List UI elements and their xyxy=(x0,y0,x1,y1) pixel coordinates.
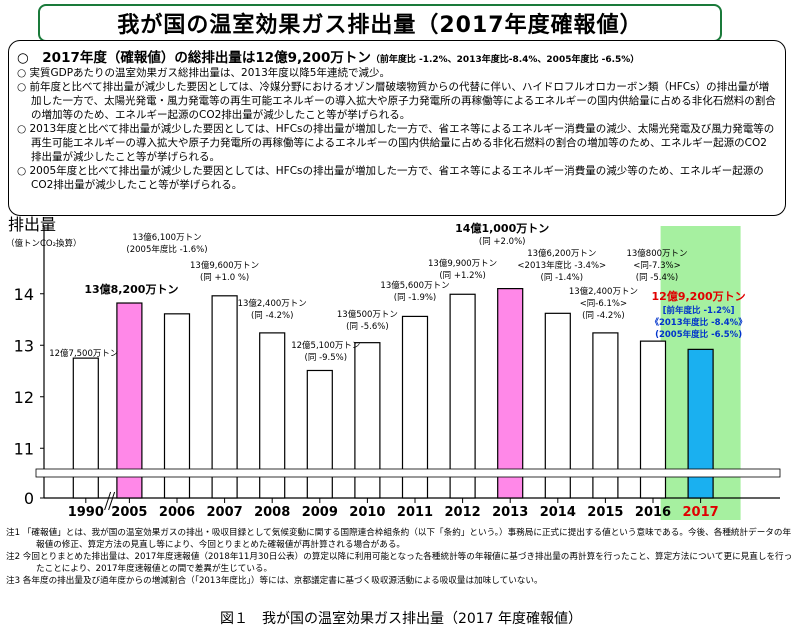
data-label: 《2013年度比 -8.4%》 xyxy=(650,317,746,328)
summary-bullet: ○ 2005年度と比べて排出量が減少した要因としては、HFCsの排出量が増加した… xyxy=(17,165,764,191)
summary-box: ○ 2017年度（確報値）の総排出量は12億9,200万トン（前年度比 -1.2… xyxy=(8,40,786,216)
data-label: 13億2,400万トン xyxy=(569,286,638,297)
y-axis-title: 排出量 xyxy=(8,216,56,234)
data-label: 13億8,200万トン xyxy=(84,282,178,296)
y-tick-label: 12 xyxy=(14,388,34,407)
y-axis-unit: （億トンCO₂換算） xyxy=(6,238,82,249)
data-label: 13億5,600万トン xyxy=(380,280,449,291)
data-label: (同 -9.5%) xyxy=(305,353,348,363)
data-label: 13億6,200万トン xyxy=(527,248,596,259)
data-label: (同 -5.6%) xyxy=(346,322,389,332)
y-tick-label: 13 xyxy=(14,336,34,355)
data-label: 12億7,500万トン xyxy=(49,348,118,359)
data-label: <同-6.1%> xyxy=(580,299,627,309)
data-label: 13億800万トン xyxy=(626,248,687,259)
data-label: 14億1,000万トン xyxy=(455,221,549,235)
data-label: (同 +2.0%) xyxy=(479,237,526,247)
x-tick-label: 2013 xyxy=(492,505,528,520)
page-title: 我が国の温室効果ガス排出量（2017年度確報値） xyxy=(117,13,643,38)
data-label: 12億5,100万トン xyxy=(291,340,360,351)
data-label: 13億500万トン xyxy=(337,309,398,320)
data-label: [前年度比 -1.2%] xyxy=(663,305,735,316)
bar-2011 xyxy=(401,315,429,499)
bar-2014 xyxy=(544,312,571,499)
data-label: 13億6,100万トン xyxy=(132,232,201,243)
y-tick-label: 14 xyxy=(14,285,34,304)
data-label: (2005年度比 -6.5%) xyxy=(655,329,742,340)
axis-break xyxy=(35,468,781,478)
x-tick-label: 2011 xyxy=(397,505,433,520)
note-2: 注2 今回とりまとめた排出量は、2017年度速報値（2018年11月30日公表）… xyxy=(6,552,793,574)
x-tick-label: 2012 xyxy=(445,505,481,520)
bar-2013 xyxy=(497,287,524,499)
bar-2009 xyxy=(306,369,333,499)
x-tick-label: 2009 xyxy=(302,505,338,520)
data-label: (同 +1.2%) xyxy=(439,271,486,281)
x-tick-label: 2006 xyxy=(159,505,195,520)
notes: 注1 「確報値」とは、我が国の温室効果ガスの排出・吸収目録として気候変動に関する… xyxy=(6,527,796,587)
data-label: (同 -4.2%) xyxy=(582,311,625,321)
data-label: (同 -1.9%) xyxy=(394,293,437,303)
data-label: <同-7.3%> xyxy=(633,261,680,271)
x-tick-label: 2016 xyxy=(635,505,671,520)
summary-bullet: ○ 前年度と比べて排出量が減少した要因としては、冷媒分野におけるオゾン層破壊物質… xyxy=(17,81,776,121)
data-label: (2005年度比 -1.6%) xyxy=(126,244,207,255)
x-tick-label: 2015 xyxy=(587,505,623,520)
data-label: (同 -5.4%) xyxy=(636,273,679,283)
x-tick-label: 2008 xyxy=(254,505,290,520)
data-label: (同 +1.0 %) xyxy=(200,273,249,283)
data-label: <2013年度比 -3.4%> xyxy=(517,260,606,271)
data-label: 12億9,200万トン xyxy=(652,289,746,303)
summary-bullet: ○ 実質GDPあたりの温室効果ガス総排出量は、2013年度以降5年連続で減少。 xyxy=(17,67,390,79)
data-label: 13億9,900万トン xyxy=(428,258,497,269)
emissions-chart: 11 12 13 14 0 排出量 （億トンCO₂換算） 1990 2005 2006 2007 20… xyxy=(6,216,781,520)
summary-headline: ○ 2017年度（確報値）の総排出量は12億9,200万トン（前年度比 -1.2… xyxy=(17,46,777,66)
x-tick-label: 2005 xyxy=(111,505,147,520)
data-label: 13億2,400万トン xyxy=(238,298,307,309)
bar-2012 xyxy=(449,293,476,499)
data-label: 13億9,600万トン xyxy=(190,260,259,271)
data-label: (同 -4.2%) xyxy=(251,311,294,321)
x-tick-label: 2010 xyxy=(349,505,385,520)
note-1: 注1 「確報値」とは、我が国の温室効果ガスの排出・吸収目録として気候変動に関する… xyxy=(6,528,792,550)
title-box: 我が国の温室効果ガス排出量（2017年度確報値） xyxy=(38,4,722,42)
y-tick-label: 11 xyxy=(14,439,34,458)
summary-bullet: ○ 2013年度と比べて排出量が減少した要因としては、HFCsの排出量が増加した… xyxy=(17,123,775,163)
data-label: (同 -1.4%) xyxy=(541,273,584,283)
x-break-mark xyxy=(104,491,112,511)
headline-main: ○ 2017年度（確報値）の総排出量は12億9,200万トン xyxy=(17,50,371,66)
x-tick-label: 2007 xyxy=(207,505,243,520)
x-break-mark xyxy=(108,491,116,511)
note-3: 注3 各年度の排出量及び過年度からの増減割合（「2013年度比」）等には、京都議… xyxy=(6,576,543,586)
headline-detail: （前年度比 -1.2%、2013年度比-8.4%、2005年度比 -6.5%） xyxy=(370,55,640,65)
x-tick-label: 2017 xyxy=(683,505,719,520)
x-tick-label: 2014 xyxy=(540,505,576,520)
x-tick-label: 1990 xyxy=(68,505,104,520)
figure-caption: 図１ 我が国の温室効果ガス排出量（2017 年度確報値） xyxy=(219,611,583,627)
y-tick-label: 0 xyxy=(24,489,34,508)
bar-2007 xyxy=(211,295,238,499)
bar-2005 xyxy=(116,302,143,499)
